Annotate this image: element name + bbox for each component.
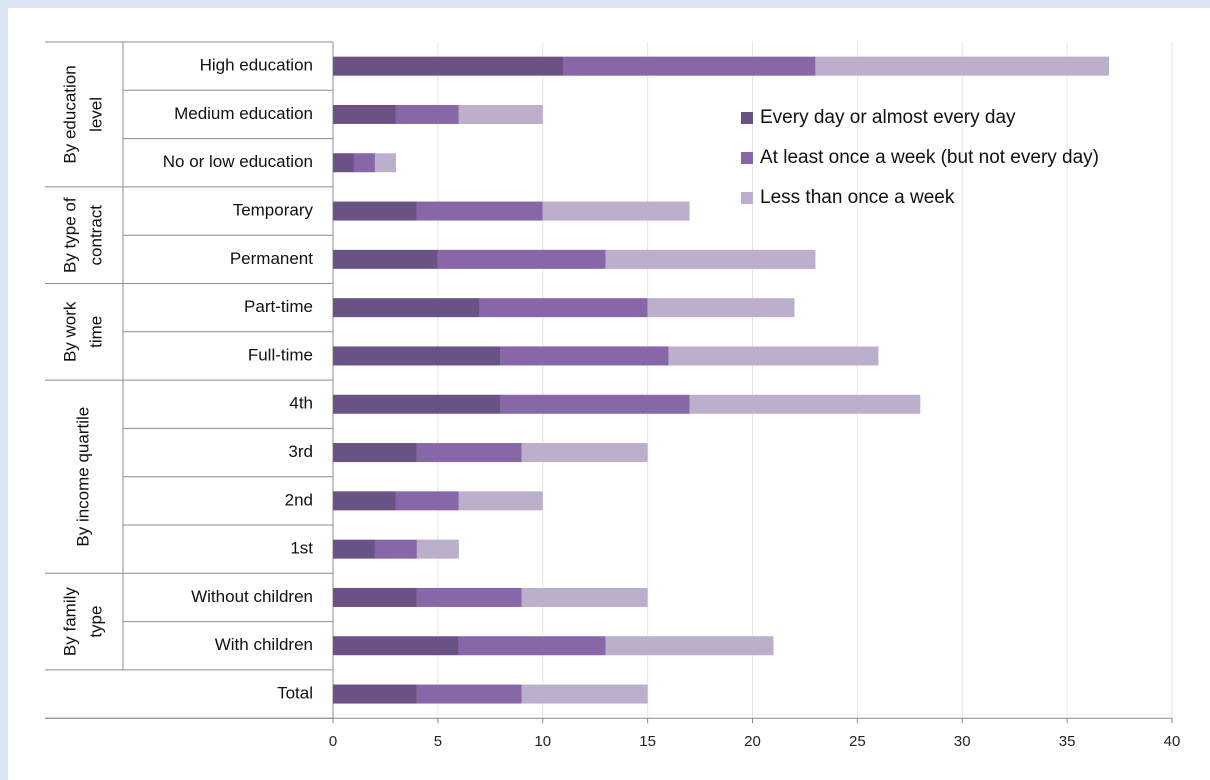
bar-segment <box>563 56 816 76</box>
chart-frame: 0 5 10 15 20 25 30 35 40 By education level By type… <box>8 8 1210 780</box>
bar-segment <box>333 491 396 511</box>
bar-segment <box>500 346 669 366</box>
bar-segment <box>374 153 396 173</box>
bar-segment <box>458 636 606 656</box>
category-label: Temporary <box>233 201 314 220</box>
category-label: 4th <box>289 394 313 413</box>
bar-segment <box>333 539 375 559</box>
legend-label: At least once a week (but not every day) <box>760 147 1099 168</box>
group-label: contract <box>86 205 105 266</box>
group-label: level <box>86 97 105 132</box>
legend-swatch <box>741 192 753 204</box>
bar-segment <box>374 539 417 559</box>
category-label: Permanent <box>230 249 313 268</box>
category-label: Medium education <box>174 104 313 123</box>
bar-segment <box>333 104 396 124</box>
x-tick-label: 0 <box>329 733 337 750</box>
bar-segment <box>333 443 417 463</box>
category-label: Total <box>277 684 313 703</box>
legend-swatch <box>741 112 753 124</box>
x-tick-label: 10 <box>534 733 551 750</box>
bar-segment <box>416 443 522 463</box>
bar-segment <box>416 539 459 559</box>
bar-segment <box>689 394 921 414</box>
bar-segment <box>437 249 606 269</box>
bar-segment <box>521 443 648 463</box>
stacked-bar-chart: 0 5 10 15 20 25 30 35 40 By education level By type… <box>45 41 1181 750</box>
bar-segment <box>395 491 459 511</box>
bar-segment <box>333 201 417 221</box>
category-label: Full-time <box>248 345 313 364</box>
bar-segment <box>605 249 816 269</box>
bar-segment <box>521 684 648 704</box>
bar-segment <box>333 394 501 414</box>
bar-segment <box>668 346 879 366</box>
bar-segment <box>353 153 375 173</box>
bar-segment <box>333 56 564 76</box>
category-label: 3rd <box>288 442 313 461</box>
legend-swatch <box>741 152 753 164</box>
group-label: By type of <box>60 197 79 273</box>
x-tick-label: 30 <box>954 733 971 750</box>
category-label: No or low education <box>163 152 313 171</box>
group-label: By family <box>60 587 79 656</box>
category-label: 2nd <box>285 490 313 509</box>
bar-segment <box>500 394 690 414</box>
bar-segment <box>333 153 354 173</box>
bar-segment <box>605 636 774 656</box>
bar-segment <box>815 56 1110 76</box>
bar-segment <box>458 491 543 511</box>
bar-segment <box>521 587 648 607</box>
x-tick-label: 25 <box>849 733 866 750</box>
x-tick-label: 20 <box>744 733 761 750</box>
group-label: By income quartile <box>73 407 92 547</box>
bar-segment <box>333 298 480 318</box>
category-label: Without children <box>191 587 313 606</box>
category-label: 1st <box>290 539 313 558</box>
x-tick-label: 40 <box>1164 733 1181 750</box>
bar-segment <box>479 298 648 318</box>
x-tick-label: 15 <box>639 733 656 750</box>
bar-segment <box>458 104 543 124</box>
group-label: By education <box>60 65 79 163</box>
x-tick-label: 35 <box>1059 733 1076 750</box>
bar-segment <box>333 249 438 269</box>
bar-segment <box>395 104 459 124</box>
bar-segment <box>416 201 543 221</box>
legend-label: Every day or almost every day <box>760 107 1016 128</box>
bar-segment <box>333 636 459 656</box>
group-label: time <box>86 316 105 348</box>
category-label: With children <box>215 635 313 654</box>
bar-segment <box>333 684 417 704</box>
group-label: type <box>86 606 105 638</box>
bar-segment <box>333 587 417 607</box>
bar-segment <box>647 298 795 318</box>
x-tick-label: 5 <box>434 733 442 750</box>
legend-label: Less than once a week <box>760 187 955 208</box>
bar-segment <box>333 346 501 366</box>
group-label: By work <box>60 301 79 362</box>
bar-segment <box>542 201 690 221</box>
category-label: High education <box>200 56 313 75</box>
bar-segment <box>416 587 522 607</box>
bar-segment <box>416 684 522 704</box>
category-label: Part-time <box>244 297 313 316</box>
